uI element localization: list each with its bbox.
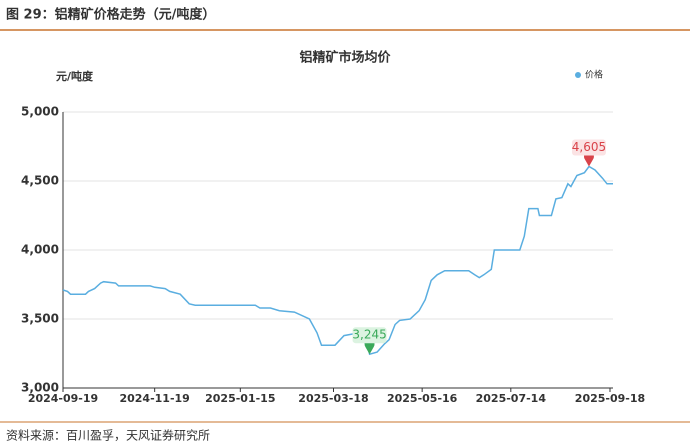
chart-title: 铝精矿市场均价 [299,50,391,66]
y-tick-label: 4,000 [21,243,59,257]
x-tick-label: 2025-03-18 [298,392,368,405]
value-label: 3,245 [352,328,386,342]
price-line [62,165,613,356]
y-tick-label: 4,500 [21,174,59,188]
y-tick-label: 3,500 [21,312,59,326]
x-tick-label: 2025-07-14 [476,392,547,405]
source-note: 资料来源：百川盈孚，天风证券研究所 [6,428,210,443]
legend-label: 价格 [585,69,603,81]
label-box [352,327,387,344]
label-box [571,139,606,156]
x-tick-label: 2024-09-19 [28,392,98,405]
y-tick-label: 3,000 [21,381,59,395]
x-tick-label: 2024-11-19 [119,392,189,405]
x-tick-label: 2025-05-16 [387,392,458,405]
legend-swatch [575,72,581,78]
y-tick-label: 5,000 [21,105,59,119]
x-tick-label: 2025-09-18 [575,392,645,405]
figure-title: 图 29：铝精矿价格走势（元/吨度） [6,7,215,23]
y-axis-title: 元/吨度 [56,69,94,83]
x-tick-label: 2025-01-15 [205,392,275,405]
value-label: 4,605 [572,140,606,154]
